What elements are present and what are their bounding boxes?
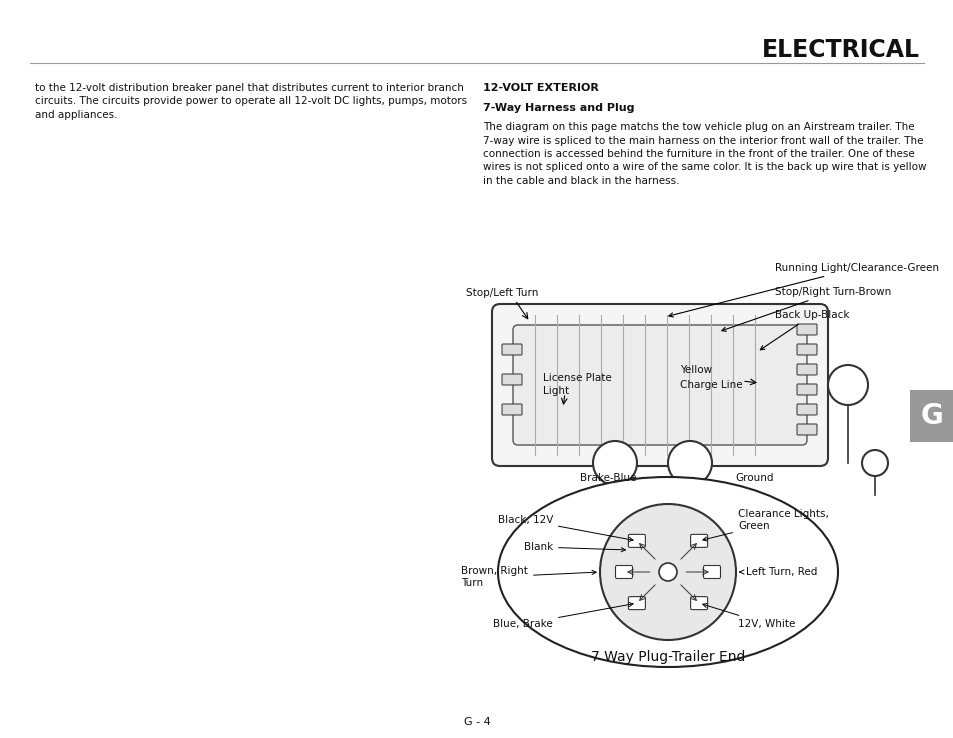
Circle shape xyxy=(593,441,637,485)
Text: G: G xyxy=(920,402,943,430)
Text: Running Light/Clearance-Green: Running Light/Clearance-Green xyxy=(668,263,938,317)
Text: ELECTRICAL: ELECTRICAL xyxy=(761,38,919,62)
FancyBboxPatch shape xyxy=(492,304,827,466)
Text: Back Up-Black: Back Up-Black xyxy=(760,310,848,350)
Text: 7 Way Plug-Trailer End: 7 Way Plug-Trailer End xyxy=(590,650,744,664)
FancyBboxPatch shape xyxy=(796,404,816,415)
Text: Ground: Ground xyxy=(735,473,774,483)
Text: Charge Line: Charge Line xyxy=(679,380,741,390)
Circle shape xyxy=(599,504,735,640)
Text: Clearance Lights,
Green: Clearance Lights, Green xyxy=(702,509,828,541)
Text: Brown, Right
Turn: Brown, Right Turn xyxy=(460,566,596,587)
FancyBboxPatch shape xyxy=(796,344,816,355)
Circle shape xyxy=(862,450,887,476)
FancyBboxPatch shape xyxy=(796,364,816,375)
Text: in the cable and black in the harness.: in the cable and black in the harness. xyxy=(482,176,679,186)
FancyBboxPatch shape xyxy=(702,565,720,579)
FancyBboxPatch shape xyxy=(690,596,707,610)
FancyBboxPatch shape xyxy=(628,596,645,610)
FancyBboxPatch shape xyxy=(501,344,521,355)
FancyBboxPatch shape xyxy=(628,534,645,548)
Text: Light: Light xyxy=(542,386,569,396)
Text: connection is accessed behind the furniture in the front of the trailer. One of : connection is accessed behind the furnit… xyxy=(482,149,914,159)
Text: Black, 12V: Black, 12V xyxy=(497,515,633,542)
Text: 12-VOLT EXTERIOR: 12-VOLT EXTERIOR xyxy=(482,83,598,93)
Text: circuits. The circuits provide power to operate all 12-volt DC lights, pumps, mo: circuits. The circuits provide power to … xyxy=(35,97,467,106)
Text: License Plate: License Plate xyxy=(542,373,611,383)
Text: G - 4: G - 4 xyxy=(463,717,490,727)
Text: 7-Way Harness and Plug: 7-Way Harness and Plug xyxy=(482,103,634,113)
FancyBboxPatch shape xyxy=(513,325,806,445)
Text: Blank: Blank xyxy=(523,542,625,552)
FancyBboxPatch shape xyxy=(501,374,521,385)
Circle shape xyxy=(667,441,711,485)
FancyBboxPatch shape xyxy=(796,424,816,435)
Text: Stop/Right Turn-Brown: Stop/Right Turn-Brown xyxy=(721,287,890,331)
Bar xyxy=(909,390,953,442)
Text: The diagram on this page matchs the tow vehicle plug on an Airstream trailer. Th: The diagram on this page matchs the tow … xyxy=(482,122,914,132)
FancyBboxPatch shape xyxy=(690,534,707,548)
Circle shape xyxy=(659,563,677,581)
FancyBboxPatch shape xyxy=(615,565,632,579)
Text: Brake-Blue: Brake-Blue xyxy=(579,473,636,483)
Text: 7-way wire is spliced to the main harness on the interior front wall of the trai: 7-way wire is spliced to the main harnes… xyxy=(482,136,923,145)
Text: Left Turn, Red: Left Turn, Red xyxy=(739,567,817,577)
Text: Blue, Brake: Blue, Brake xyxy=(493,602,633,629)
Circle shape xyxy=(827,365,867,405)
FancyBboxPatch shape xyxy=(796,384,816,395)
Text: Stop/Left Turn: Stop/Left Turn xyxy=(465,288,537,298)
Text: wires is not spliced onto a wire of the same color. It is the back up wire that : wires is not spliced onto a wire of the … xyxy=(482,162,925,173)
FancyBboxPatch shape xyxy=(796,324,816,335)
Text: 12V, White: 12V, White xyxy=(702,604,795,629)
FancyBboxPatch shape xyxy=(501,404,521,415)
Ellipse shape xyxy=(497,477,837,667)
Text: Yellow: Yellow xyxy=(679,365,711,375)
Text: and appliances.: and appliances. xyxy=(35,110,117,120)
Text: to the 12-volt distribution breaker panel that distributes current to interior b: to the 12-volt distribution breaker pane… xyxy=(35,83,463,93)
